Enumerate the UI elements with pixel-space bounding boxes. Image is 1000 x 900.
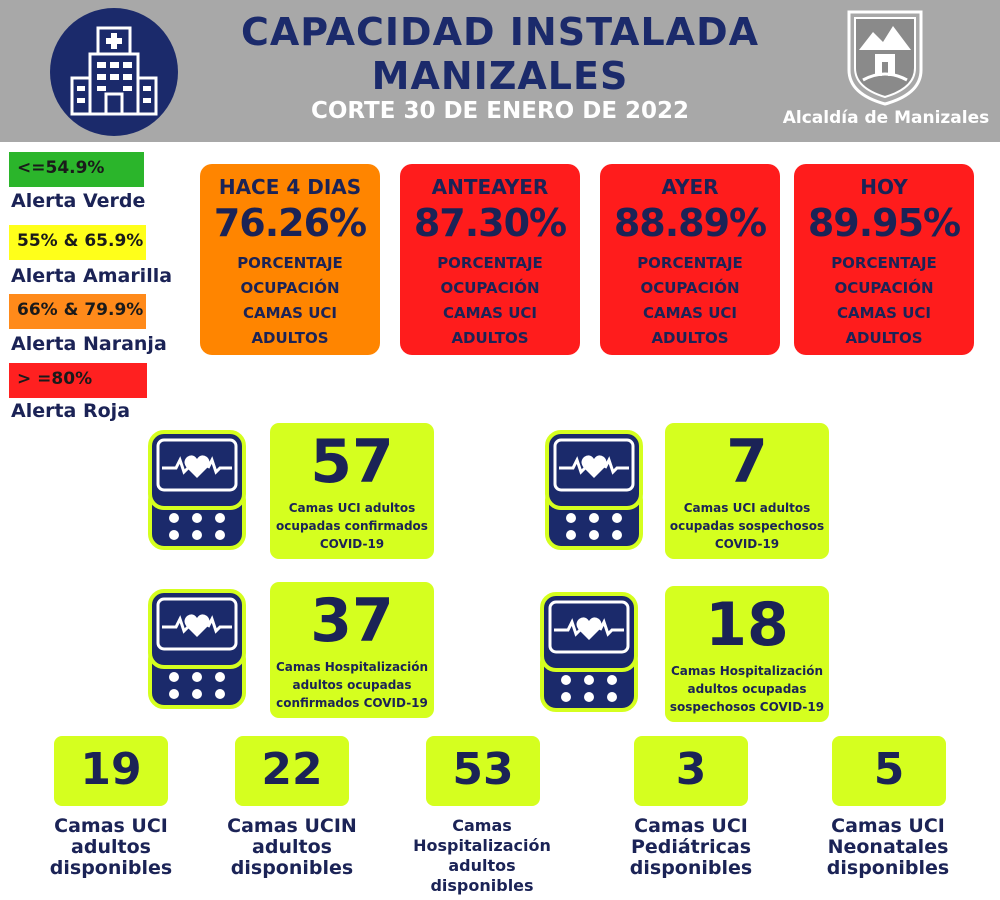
card-value: 76.26% bbox=[213, 201, 367, 245]
available-uci-neonatales-label: Camas UCI Neonatales disponibles bbox=[826, 815, 950, 879]
legend-swatch-green: <=54.9% bbox=[9, 152, 144, 187]
header-banner: CAPACIDAD INSTALADA MANIZALES CORTE 30 D… bbox=[0, 0, 1000, 142]
heart-monitor-icon bbox=[146, 428, 248, 552]
stat-description: Camas Hospitalización adultos ocupadas sos… bbox=[669, 664, 825, 714]
hospital-badge bbox=[50, 8, 178, 136]
legend-swatch-orange: 66% & 79.9% bbox=[9, 294, 146, 329]
legend-swatch-red: > =80% bbox=[9, 363, 147, 398]
card-period: ANTEAYER bbox=[431, 175, 549, 199]
heart-monitor-icon bbox=[538, 590, 640, 714]
page-title-line1: CAPACIDAD INSTALADA bbox=[240, 10, 760, 54]
card-period: HACE 4 DIAS bbox=[218, 175, 362, 199]
stat-uci-sospechosos: 7 Camas UCI adultos ocupadas sospechosos C… bbox=[665, 423, 829, 559]
org-name: Alcaldía de Manizales bbox=[782, 108, 990, 128]
stat-uci-confirmados: 57 Camas UCI adultos ocupadas confirmados… bbox=[270, 423, 434, 559]
legend-swatch-yellow: 55% & 65.9% bbox=[9, 225, 146, 260]
legend-label-orange: Alerta Naranja bbox=[11, 333, 167, 355]
heart-monitor-icon bbox=[146, 587, 248, 711]
occupancy-card-hoy: HOY 89.95% PORCENTAJE OCUPACIÓN CAMAS UCI A… bbox=[794, 164, 974, 355]
card-description: PORCENTAJE OCUPACIÓN CAMAS UCI ADULTOS bbox=[831, 254, 937, 347]
card-description: PORCENTAJE OCUPACIÓN CAMAS UCI ADULTOS bbox=[237, 254, 343, 347]
hospital-icon bbox=[70, 26, 158, 116]
legend-label-green: Alerta Verde bbox=[11, 190, 146, 212]
card-value: 88.89% bbox=[613, 201, 767, 245]
stat-description: Camas Hospitalización adultos ocupadas con… bbox=[275, 660, 429, 710]
stat-value: 7 bbox=[726, 427, 768, 497]
legend-label-red: Alerta Roja bbox=[11, 400, 131, 422]
available-hospitalizacion-label: Camas Hospitalización adultos disponibles bbox=[413, 816, 551, 895]
stat-value: 37 bbox=[310, 586, 394, 656]
card-period: HOY bbox=[860, 175, 908, 199]
available-ucin-adultos-label: Camas UCIN adultos disponibles bbox=[227, 815, 357, 879]
available-uci-adultos-label: Camas UCI adultos disponibles bbox=[49, 815, 173, 879]
cutoff-date: CORTE 30 DE ENERO DE 2022 bbox=[310, 98, 690, 124]
card-value: 87.30% bbox=[413, 201, 567, 245]
occupancy-card-ayer: AYER 88.89% PORCENTAJE OCUPACIÓN CAMAS UCI… bbox=[600, 164, 780, 355]
available-uci-adultos-value: 19 bbox=[54, 736, 168, 806]
page-title-line2: MANIZALES bbox=[371, 54, 629, 98]
occupancy-card-anteayer: ANTEAYER 87.30% PORCENTAJE OCUPACIÓN CAMAS… bbox=[400, 164, 580, 355]
stat-description: Camas UCI adultos ocupadas confirmados COV… bbox=[276, 501, 428, 551]
available-uci-pediatricas-value: 3 bbox=[634, 736, 748, 806]
heart-monitor-icon bbox=[543, 428, 645, 552]
legend-label-yellow: Alerta Amarilla bbox=[11, 265, 173, 287]
card-value: 89.95% bbox=[807, 201, 961, 245]
coat-of-arms-icon bbox=[845, 8, 925, 106]
occupancy-card-4-days: HACE 4 DIAS 76.26% PORCENTAJE OCUPACIÓN CA… bbox=[200, 164, 380, 355]
available-uci-pediatricas-label: Camas UCI Pediátricas disponibles bbox=[629, 815, 753, 879]
stat-value: 18 bbox=[705, 590, 789, 660]
card-period: AYER bbox=[661, 175, 719, 199]
available-uci-neonatales-value: 5 bbox=[832, 736, 946, 806]
card-description: PORCENTAJE OCUPACIÓN CAMAS UCI ADULTOS bbox=[437, 254, 543, 347]
available-hospitalizacion-value: 53 bbox=[426, 736, 540, 806]
stat-description: Camas UCI adultos ocupadas sospechosos COV… bbox=[669, 501, 825, 551]
stat-value: 57 bbox=[310, 427, 394, 497]
stat-hosp-sospechosos: 18 Camas Hospitalización adultos ocupadas… bbox=[665, 586, 829, 722]
stat-hosp-confirmados: 37 Camas Hospitalización adultos ocupadas… bbox=[270, 582, 434, 718]
card-description: PORCENTAJE OCUPACIÓN CAMAS UCI ADULTOS bbox=[637, 254, 743, 347]
available-ucin-adultos-value: 22 bbox=[235, 736, 349, 806]
